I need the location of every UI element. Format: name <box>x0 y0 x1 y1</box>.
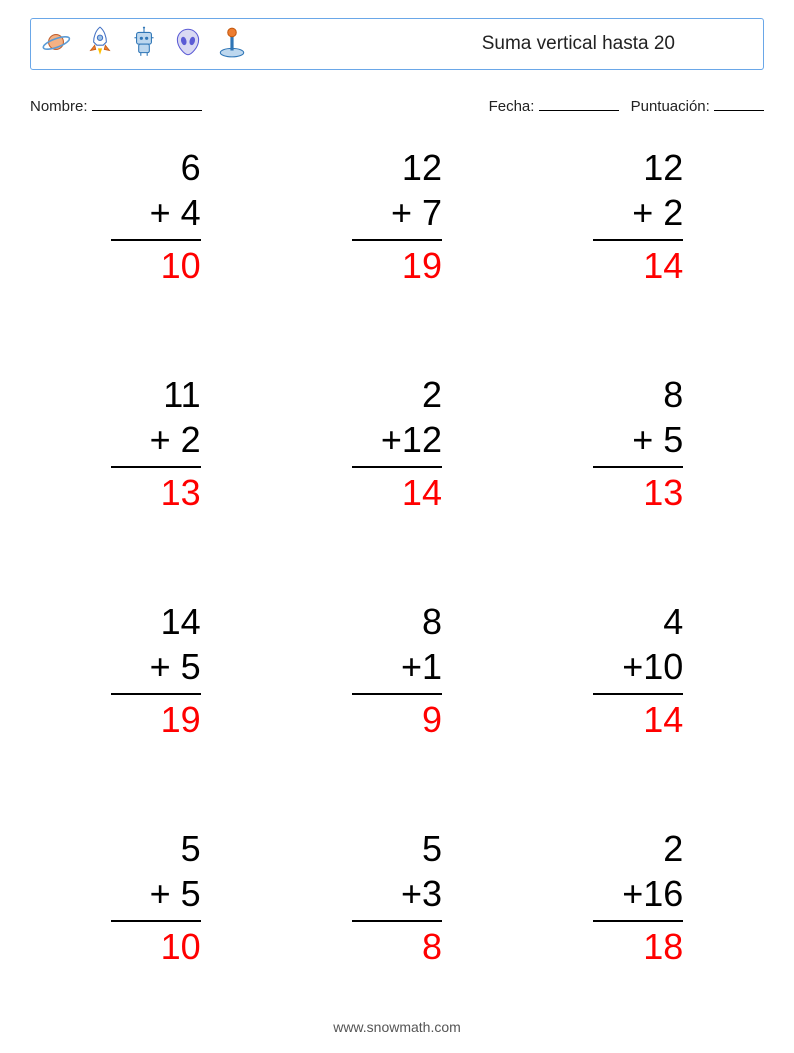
score-field: Puntuación: <box>631 96 764 115</box>
addend-b-with-operator: +12 <box>352 417 442 468</box>
addend-b-with-operator: + 4 <box>111 190 201 241</box>
addend-a: 5 <box>111 826 201 871</box>
name-blank[interactable] <box>92 96 202 111</box>
addend-b-with-operator: + 7 <box>352 190 442 241</box>
addition-problem: 2+12 14 <box>301 372 492 569</box>
answer: 10 <box>111 922 201 969</box>
answer: 13 <box>593 468 683 515</box>
addend-b-with-operator: + 5 <box>593 417 683 468</box>
answer: 10 <box>111 241 201 288</box>
addend-b-with-operator: + 5 <box>111 644 201 695</box>
addend-b-with-operator: +1 <box>352 644 442 695</box>
name-field: Nombre: <box>30 96 489 115</box>
addend-b-with-operator: + 2 <box>111 417 201 468</box>
addition-problem: 4+10 14 <box>543 599 734 796</box>
problems-grid: 6+ 4 10 12+ 7 19 12+ 2 14 11+ 2 13 2+12 … <box>30 145 764 1053</box>
addition-problem: 8+1 9 <box>301 599 492 796</box>
rocket-icon <box>83 25 117 64</box>
addition-problem: 8+ 5 13 <box>543 372 734 569</box>
addend-a: 8 <box>352 599 442 644</box>
footer-url: www.snowmath.com <box>0 1019 794 1035</box>
addend-a: 8 <box>593 372 683 417</box>
robot-icon <box>127 25 161 64</box>
date-label: Fecha: <box>489 98 535 115</box>
date-field: Fecha: <box>489 96 619 115</box>
addition-problem: 11+ 2 13 <box>60 372 251 569</box>
info-line: Nombre: Fecha: Puntuación: <box>30 96 764 115</box>
addition-problem: 14+ 5 19 <box>60 599 251 796</box>
name-label: Nombre: <box>30 98 88 115</box>
addend-a: 4 <box>593 599 683 644</box>
date-blank[interactable] <box>539 96 619 111</box>
answer: 13 <box>111 468 201 515</box>
addition-problem: 5+ 5 10 <box>60 826 251 1023</box>
answer: 19 <box>111 695 201 742</box>
addend-a: 5 <box>352 826 442 871</box>
header-bar: Suma vertical hasta 20 <box>30 18 764 70</box>
addend-b-with-operator: + 2 <box>593 190 683 241</box>
addend-a: 2 <box>593 826 683 871</box>
answer: 14 <box>593 241 683 288</box>
worksheet-title: Suma vertical hasta 20 <box>482 33 755 55</box>
answer: 8 <box>352 922 442 969</box>
addend-b-with-operator: +10 <box>593 644 683 695</box>
addend-a: 2 <box>352 372 442 417</box>
addition-problem: 2+16 18 <box>543 826 734 1023</box>
addition-problem: 6+ 4 10 <box>60 145 251 342</box>
addition-problem: 5+3 8 <box>301 826 492 1023</box>
answer: 14 <box>352 468 442 515</box>
addend-a: 11 <box>111 372 201 417</box>
answer: 19 <box>352 241 442 288</box>
addend-b-with-operator: +3 <box>352 871 442 922</box>
answer: 9 <box>352 695 442 742</box>
addend-b-with-operator: + 5 <box>111 871 201 922</box>
addend-a: 6 <box>111 145 201 190</box>
addend-a: 14 <box>111 599 201 644</box>
addend-b-with-operator: +16 <box>593 871 683 922</box>
worksheet-page: Suma vertical hasta 20 Nombre: Fecha: Pu… <box>0 0 794 1053</box>
score-label: Puntuación: <box>631 98 710 115</box>
answer: 18 <box>593 922 683 969</box>
addition-problem: 12+ 7 19 <box>301 145 492 342</box>
answer: 14 <box>593 695 683 742</box>
addition-problem: 12+ 2 14 <box>543 145 734 342</box>
saturn-icon <box>39 25 73 64</box>
joystick-icon <box>215 25 249 64</box>
header-icons <box>39 25 249 64</box>
addend-a: 12 <box>352 145 442 190</box>
addend-a: 12 <box>593 145 683 190</box>
score-blank[interactable] <box>714 96 764 111</box>
alien-icon <box>171 25 205 64</box>
